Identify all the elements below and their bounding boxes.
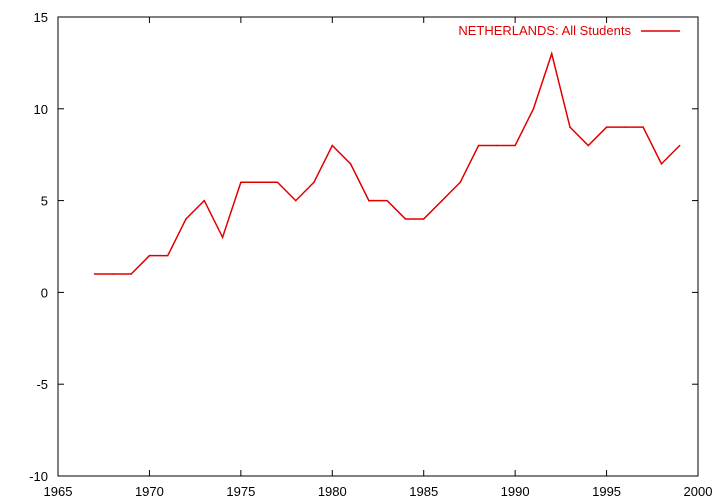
data-point — [569, 126, 571, 128]
y-tick-label: 5 — [41, 194, 48, 209]
y-tick-label: 10 — [34, 102, 48, 117]
data-point — [130, 273, 132, 275]
data-point — [514, 144, 516, 147]
y-tick-label: 0 — [41, 285, 48, 300]
data-point — [166, 254, 169, 257]
data-point — [422, 218, 425, 220]
data-point — [660, 163, 663, 165]
data-point — [203, 199, 206, 202]
data-point — [93, 273, 96, 275]
x-tick-label: 1985 — [409, 484, 438, 499]
x-tick-label: 1990 — [501, 484, 530, 499]
data-point — [642, 126, 644, 128]
x-tick-label: 1980 — [318, 484, 347, 499]
plot-frame — [57, 16, 699, 477]
x-tick-label: 1995 — [592, 484, 621, 499]
y-tick-label: 15 — [34, 10, 48, 25]
data-point — [624, 126, 626, 128]
data-point — [185, 218, 187, 220]
tick-labels: 1965 1970 1975 1980 1985 1990 1995 2000 -10 -5 0 5 1… — [29, 10, 712, 499]
data-point — [404, 218, 407, 220]
x-tick-label: 1965 — [44, 484, 73, 499]
data-point — [240, 181, 242, 183]
axis-ticks — [57, 16, 699, 477]
data-point — [221, 236, 224, 239]
data-point — [496, 144, 498, 147]
legend: NETHERLANDS: All Students — [458, 23, 680, 38]
data-point — [550, 52, 553, 55]
data-point — [148, 254, 151, 257]
data-point — [294, 199, 297, 202]
data-point — [441, 199, 443, 202]
x-tick-label: 2000 — [684, 484, 713, 499]
data-point — [605, 126, 608, 128]
x-tick-label: 1975 — [226, 484, 255, 499]
data-point — [386, 199, 388, 202]
data-point — [459, 181, 462, 183]
data-point — [313, 181, 315, 183]
y-tick-label: -10 — [29, 469, 48, 484]
legend-label: NETHERLANDS: All Students — [458, 23, 631, 38]
y-tick-label: -5 — [36, 377, 48, 392]
data-point — [112, 273, 114, 275]
data-point — [258, 181, 260, 183]
data-point — [276, 181, 279, 183]
x-tick-label: 1970 — [135, 484, 164, 499]
data-point — [678, 144, 681, 147]
data-point — [477, 144, 480, 147]
data-point — [331, 144, 334, 147]
data-point — [532, 108, 535, 110]
series-line — [94, 51, 681, 275]
data-point — [587, 144, 590, 147]
series-layer — [93, 51, 681, 275]
data-point — [349, 163, 352, 165]
data-point — [368, 199, 370, 202]
